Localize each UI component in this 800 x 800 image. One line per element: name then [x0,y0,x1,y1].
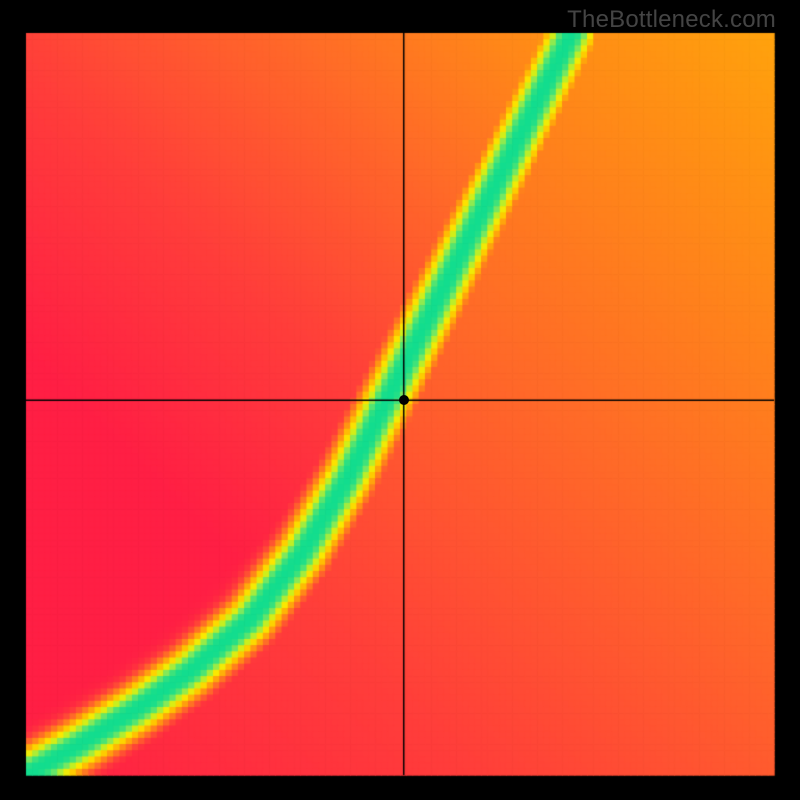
watermark-text: TheBottleneck.com [567,6,776,34]
crosshair-marker [399,395,409,405]
